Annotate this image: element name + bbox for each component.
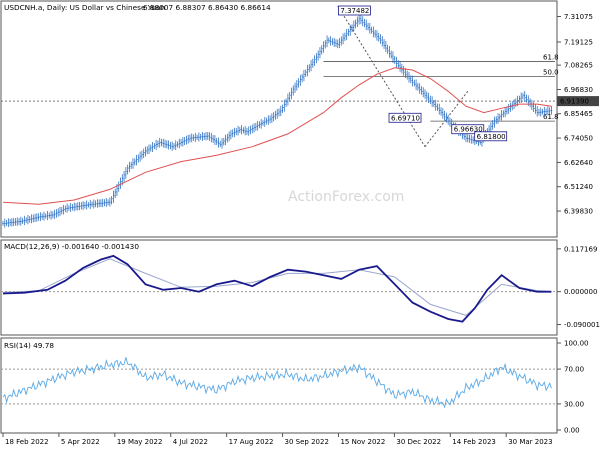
rsi-title: RSI(14) 49.78 [4,341,54,350]
price-panel: 7.31075 7.19125 7.08265 6.96830 6.85465 6.740… [0,0,599,238]
price-ohlc: 6.88007 6.88307 6.86430 6.86614 [143,3,271,12]
x-tick-label: 19 May 2022 [117,438,163,446]
price-annotations: 7.37482 6.96630 6.69710 6.81800 [338,5,508,142]
rsi-series [2,357,552,409]
macd-y-tick-label: 0.117169 [564,245,597,253]
x-axis: 18 Feb 2022 5 Apr 2022 19 May 2022 4 Jul 20… [2,433,553,446]
rsi-y-tick-label: 70.00 [564,366,584,374]
x-tick-label: 17 Aug 2022 [229,438,274,446]
x-tick-label: 4 Jul 2022 [173,438,208,446]
current-price-label: 6.91390 [560,98,589,106]
annotation-label: 6.81800 [477,133,506,141]
annotation-box [338,5,371,16]
x-tick-label: 30 Dec 2022 [396,438,441,446]
fib-label: 50.0 [543,68,559,76]
rsi-frame [0,337,558,434]
annotation-box [451,124,485,135]
x-tick-label: 14 Feb 2023 [452,438,496,446]
price-frame [0,0,558,238]
price-y-tick-label: 6.85465 [564,110,593,118]
rsi-line [2,357,552,409]
price-y-tick-label: 7.19125 [564,38,593,46]
moving-average-line [2,67,552,205]
x-tick-label: 30 Sep 2022 [285,438,329,446]
annotation-label: 7.37482 [340,7,369,15]
price-y-tick-label: 7.31075 [564,13,593,21]
price-y-tick-label: 6.39830 [564,208,593,216]
x-tick-label: 30 Mar 2023 [508,438,552,446]
rsi-y-tick-label: 0.00 [564,427,580,435]
rsi-panel: 100.00 70.00 30.00 0.00 RSI(14) 49.78 [0,337,589,435]
fib-swing-line [337,5,426,147]
x-tick-label: 18 Feb 2022 [5,438,49,446]
x-tick-label: 15 Nov 2022 [340,438,385,446]
fib-label: 61.8 [543,113,559,121]
price-y-tick-label: 7.08265 [564,62,593,70]
price-title: USDCNH.a, Daily: US Dollar vs Chinese Yu… [4,3,165,12]
macd-line [2,254,552,323]
annotation-box [388,112,422,123]
rsi-grid: 100.00 70.00 30.00 0.00 [1,340,589,435]
price-y-tick-label: 6.74050 [564,135,593,143]
rsi-y-tick-label: 100.00 [564,340,589,348]
macd-grid: 0.117169 0.000000 -0.090001 [1,245,600,329]
macd-y-tick-label: -0.090001 [564,321,600,329]
price-fib-levels: 61.8 50.0 61.8 [323,5,559,148]
rsi-y-tick-label: 30.00 [564,400,584,408]
annotation-box [474,131,508,142]
current-price-box [557,96,599,107]
annotation-label: 6.96630 [454,126,483,134]
x-tick-label: 5 Apr 2022 [61,438,100,446]
fib-label: 61.8 [543,53,559,61]
price-grid: 7.31075 7.19125 7.08265 6.96830 6.85465 6.740… [1,13,599,216]
macd-panel: 0.117169 0.000000 -0.090001 MACD(12,26,9) … [0,239,600,336]
macd-y-tick-label: 0.000000 [564,288,597,296]
price-series [2,14,553,228]
macd-frame [0,239,558,336]
watermark: ActionForex.com [288,189,404,205]
annotation-label: 6.69710 [391,114,420,122]
price-y-tick-label: 6.62640 [564,159,593,167]
macd-series [2,254,552,323]
price-y-tick-label: 6.96830 [564,86,593,94]
price-y-tick-label: 6.51240 [564,183,593,191]
macd-title: MACD(12,26,9) -0.001640 -0.001430 [4,242,139,251]
